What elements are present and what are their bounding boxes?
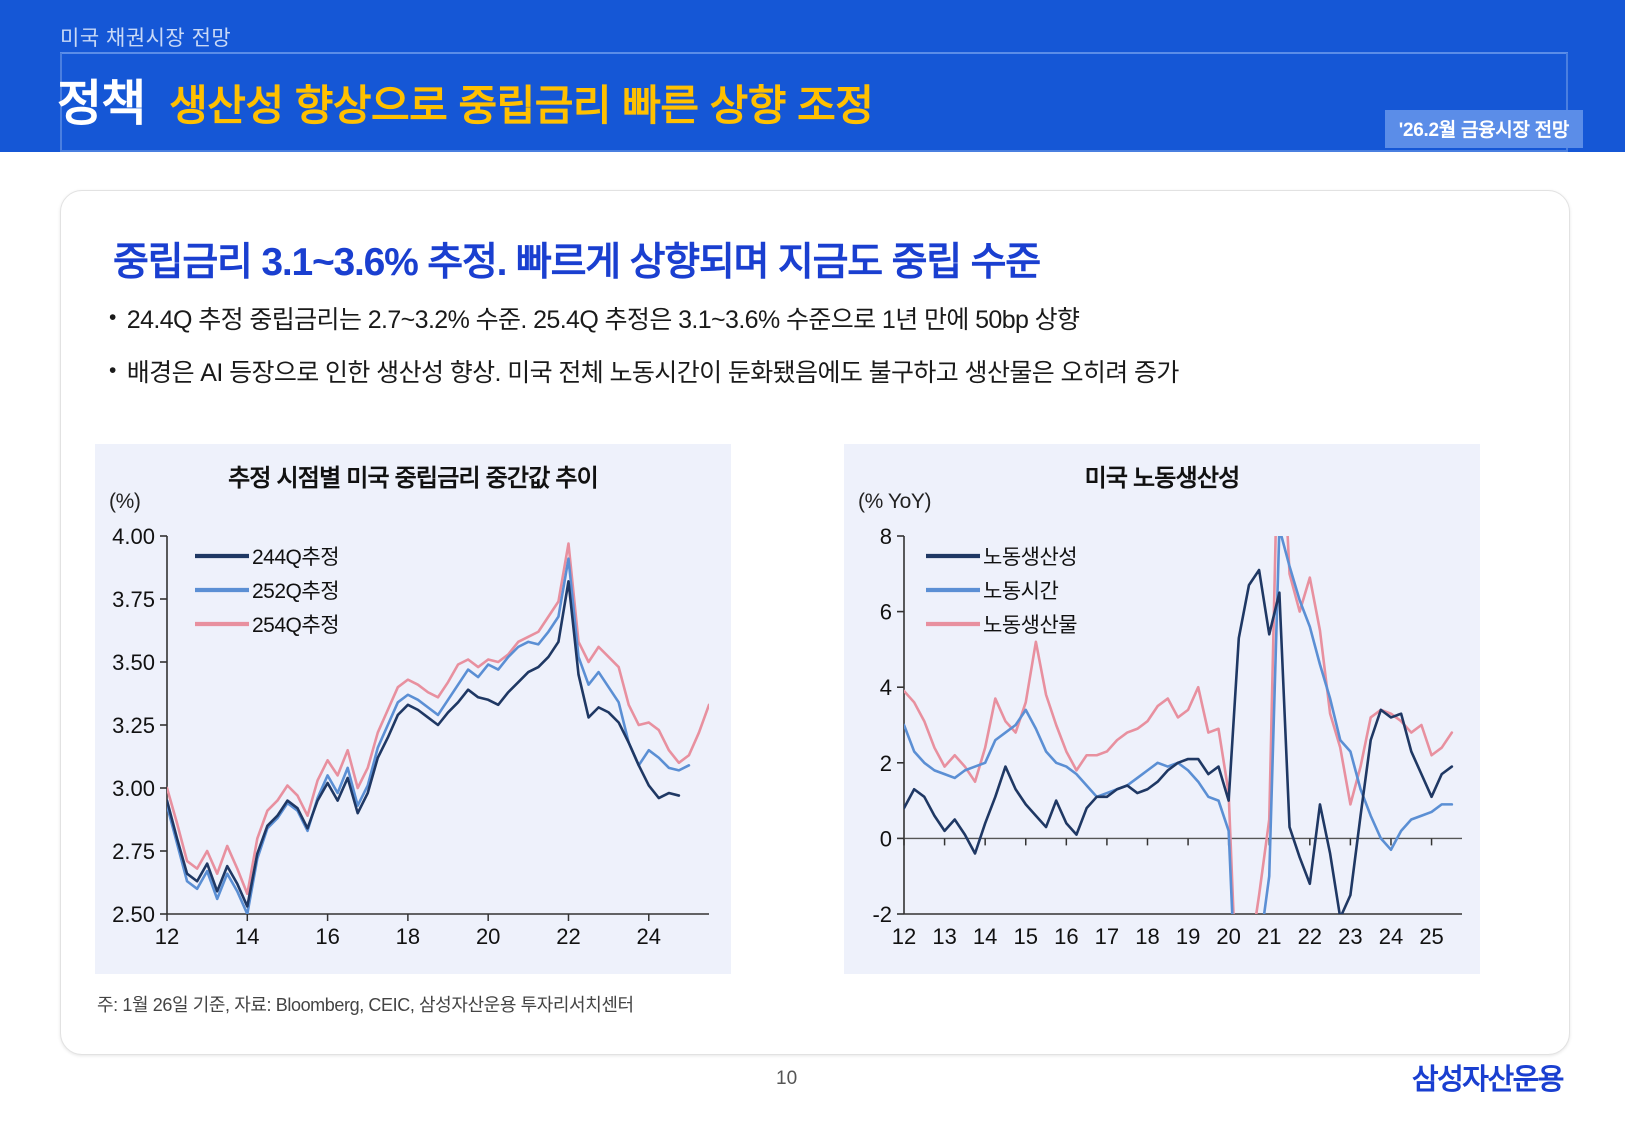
series-line — [167, 557, 691, 914]
x-tick-label: 13 — [932, 924, 956, 949]
x-tick-label: 21 — [1257, 924, 1281, 949]
chart-plot-area: 2.50 2.75 3.00 3.25 3.50 3.75 4.00 12 14 16 18 20 22… — [112, 524, 709, 949]
series-line — [904, 568, 1454, 914]
y-tick-label: 4 — [880, 675, 892, 700]
content-card: 중립금리 3.1~3.6% 추정. 빠르게 상향되며 지금도 중립 수준 • 2… — [60, 190, 1570, 1055]
y-tick-label: 6 — [880, 600, 892, 625]
y-axis-unit-label: (%) — [109, 490, 141, 513]
x-tick-label: 14 — [973, 924, 997, 949]
y-tick-label: 0 — [880, 826, 892, 851]
y-tick-label: 4.00 — [112, 524, 155, 549]
bullet-marker-icon: • — [109, 358, 116, 382]
bullet-marker-icon: • — [109, 306, 116, 329]
x-tick-label: 20 — [476, 924, 500, 949]
y-tick-label: 3.50 — [112, 650, 155, 675]
legend-label: 노동시간 — [983, 580, 1058, 603]
chart-title: 미국 노동생산성 — [1084, 465, 1241, 492]
chart-neutral-rate: 추정 시점별 미국 중립금리 중간값 추이 (%) 2.50 2.75 3.00 3.… — [95, 444, 731, 974]
page-title: 생산성 향상으로 중립금리 빠른 상향 조정 — [169, 82, 874, 129]
bullet-text: 24.4Q 추정 중립금리는 2.7~3.2% 수준. 25.4Q 추정은 3.… — [126, 306, 1080, 334]
x-tick-label: 16 — [1054, 924, 1078, 949]
company-logo: 삼성자산운용 — [1411, 1064, 1565, 1096]
y-tick-label: 8 — [880, 524, 892, 549]
header-kicker: 미국 채권시장 전망 — [60, 27, 232, 50]
bullet-text: 배경은 AI 등장으로 인한 생산성 향상. 미국 전체 노동시간이 둔화됐음에… — [126, 358, 1180, 387]
chart-labor-productivity: 미국 노동생산성 (% YoY) -2 0 2 4 6 8 12 13 14 15 16 17 18 19… — [844, 444, 1480, 974]
x-tick-label: 22 — [556, 924, 580, 949]
header-tag: 정책 — [57, 77, 146, 131]
lead-statement: 중립금리 3.1~3.6% 추정. 빠르게 상향되며 지금도 중립 수준 — [113, 241, 1041, 284]
x-tick-label: 24 — [637, 924, 661, 949]
bullet-list: • 24.4Q 추정 중립금리는 2.7~3.2% 수준. 25.4Q 추정은 … — [109, 304, 1509, 409]
x-tick-label: 16 — [315, 924, 339, 949]
x-tick-label: 23 — [1338, 924, 1362, 949]
y-tick-label: -2 — [872, 902, 892, 927]
chart-title: 추정 시점별 미국 중립금리 중간값 추이 — [228, 465, 599, 492]
legend-label: 252Q추정 — [252, 580, 339, 603]
series-line — [167, 580, 681, 908]
x-tick-label: 20 — [1216, 924, 1240, 949]
x-tick-label: 12 — [892, 924, 916, 949]
x-tick-label: 25 — [1419, 924, 1443, 949]
header-frame — [60, 53, 1568, 152]
list-item: • 배경은 AI 등장으로 인한 생산성 향상. 미국 전체 노동시간이 둔화됐… — [109, 357, 1509, 390]
y-tick-label: 3.00 — [112, 776, 155, 801]
y-tick-label: 3.25 — [112, 713, 155, 738]
y-tick-label: 2.75 — [112, 839, 155, 864]
x-tick-label: 18 — [1135, 924, 1159, 949]
list-item: • 24.4Q 추정 중립금리는 2.7~3.2% 수준. 25.4Q 추정은 … — [109, 304, 1509, 337]
y-tick-label: 2 — [880, 751, 892, 776]
x-tick-label: 15 — [1014, 924, 1038, 949]
source-note: 주: 1월 26일 기준, 자료: Bloomberg, CEIC, 삼성자산운… — [97, 995, 634, 1015]
header-badge: '26.2월 금융시장 전망 — [1384, 110, 1583, 148]
x-tick-label: 24 — [1379, 924, 1403, 949]
x-tick-label: 14 — [235, 924, 259, 949]
x-tick-label: 19 — [1176, 924, 1200, 949]
legend-label: 노동생산성 — [983, 546, 1077, 569]
page-number: 10 — [776, 1068, 798, 1089]
legend-label: 노동생산물 — [983, 614, 1077, 637]
series-line — [167, 542, 709, 896]
series-line — [904, 536, 1454, 914]
x-tick-label: 12 — [155, 924, 179, 949]
header-divider — [60, 52, 1568, 54]
x-tick-label: 17 — [1095, 924, 1119, 949]
y-axis-unit-label: (% YoY) — [858, 490, 932, 513]
x-tick-label: 18 — [396, 924, 420, 949]
y-tick-label: 2.50 — [112, 902, 155, 927]
slide-header: 미국 채권시장 전망 정책 생산성 향상으로 중립금리 빠른 상향 조정 '26… — [0, 0, 1625, 152]
legend-label: 244Q추정 — [252, 546, 339, 569]
header-title-row: 정책 생산성 향상으로 중립금리 빠른 상향 조정 — [57, 64, 874, 135]
legend-label: 254Q추정 — [252, 614, 339, 637]
y-tick-label: 3.75 — [112, 587, 155, 612]
x-tick-label: 22 — [1298, 924, 1322, 949]
